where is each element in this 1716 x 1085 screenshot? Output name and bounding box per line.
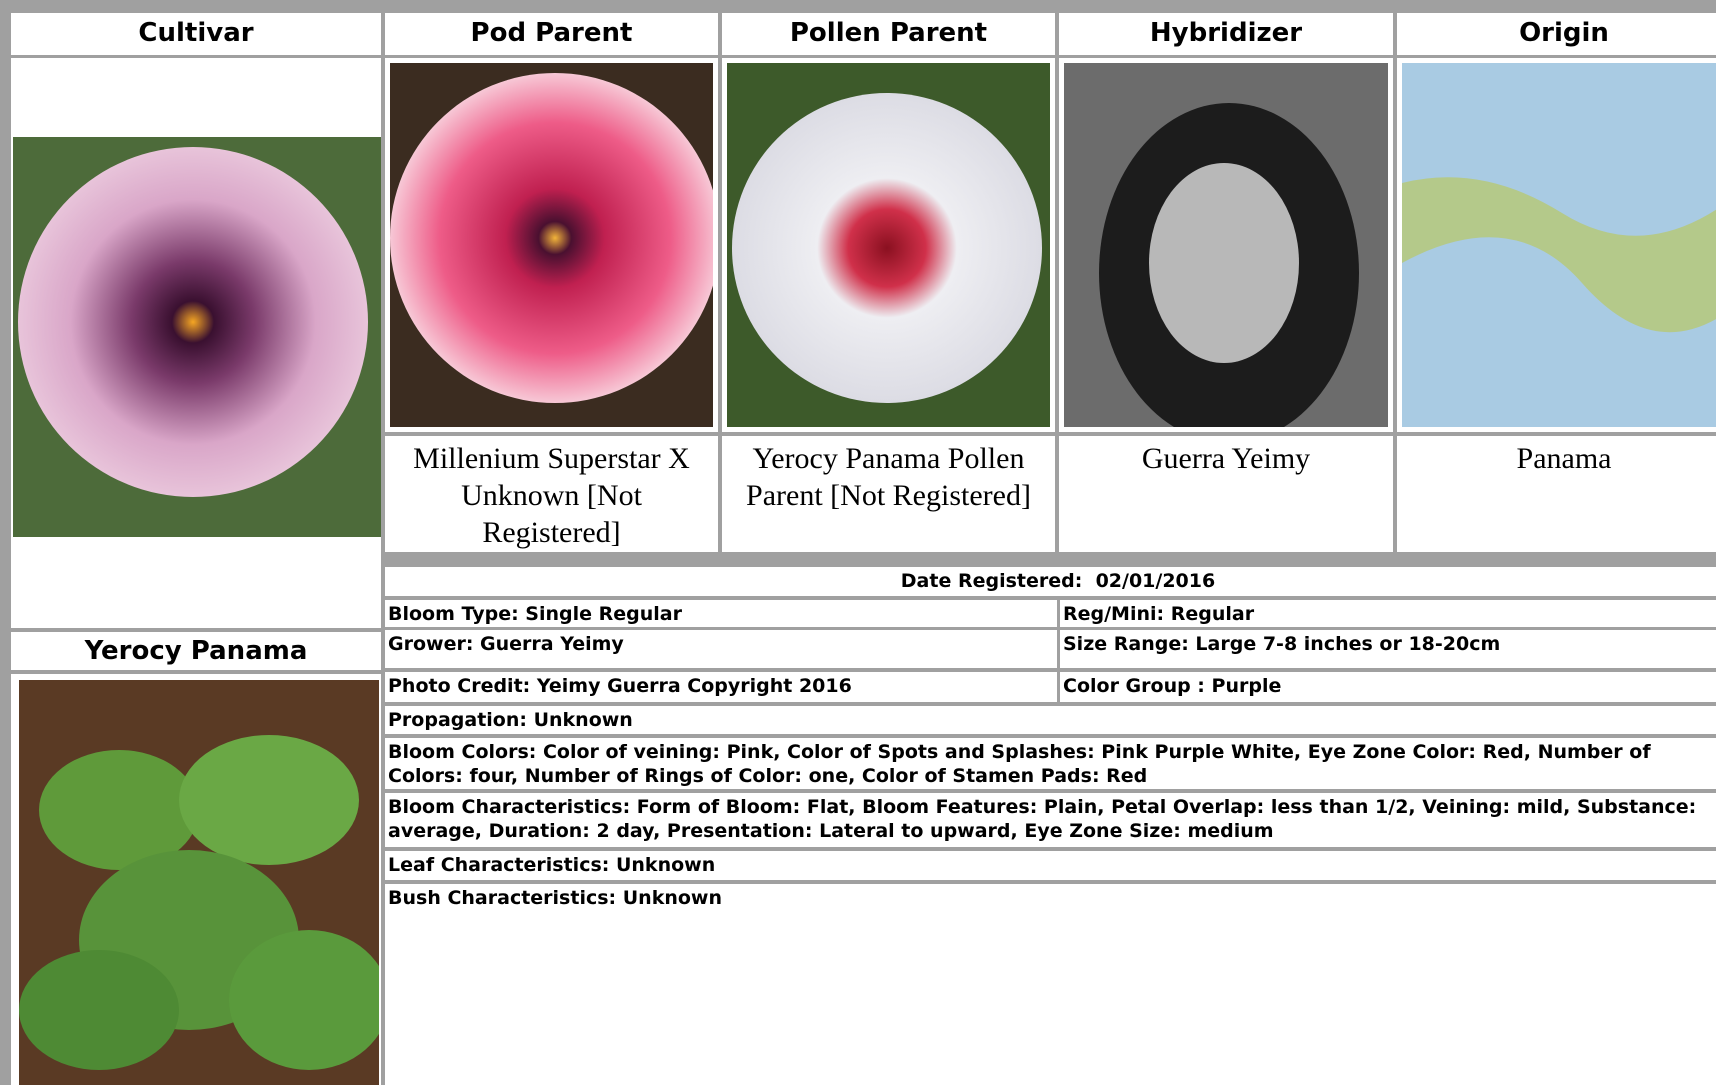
date-label: Date Registered: [900,570,1083,592]
leaf-image-cell [11,674,381,1085]
detail: Size Range: Large 7-8 inches or 18-20cm [1060,630,1716,668]
cultivar-name: Yerocy Panama [11,632,381,670]
image-cell [1397,58,1716,432]
date-value: 02/01/2016 [1095,570,1216,592]
cultivar-photo [13,137,381,537]
image-cell [1059,58,1393,432]
detail: Reg/Mini: Regular [1060,600,1716,627]
detail: Bush Characteristics: Unknown [385,884,1716,1085]
leaf-photo [19,680,379,1085]
detail: Propagation: Unknown [385,706,1716,734]
cultivar-image-cell [11,58,381,628]
origin-caption: Panama [1397,436,1716,552]
origin-map [1402,63,1716,427]
image-cell [385,58,718,432]
detail: Leaf Characteristics: Unknown [385,851,1716,880]
detail: Photo Credit: Yeimy Guerra Copyright 201… [385,672,1057,702]
detail: Color Group : Purple [1060,672,1716,702]
detail: Grower: Guerra Yeimy [385,630,1057,668]
pod-parent-photo [390,63,713,427]
pod-parent-caption: Millenium Superstar X Unknown [Not Regis… [385,436,718,552]
detail: Bloom Type: Single Regular [385,600,1057,627]
pollen-parent-caption: Yerocy Panama Pollen Parent [Not Registe… [722,436,1055,552]
hybridizer-photo [1064,63,1388,427]
detail: Bloom Colors: Color of veining: Pink, Co… [385,738,1716,789]
pollen-parent-photo [727,63,1050,427]
date-registered: Date Registered: 02/01/2016 [385,567,1716,596]
header-cell: Cultivar [11,13,381,55]
header-cell: Pod Parent [385,13,718,55]
detail: Bloom Characteristics: Form of Bloom: Fl… [385,793,1716,847]
header-cell: Origin [1397,13,1716,55]
hybridizer-caption: Guerra Yeimy [1059,436,1393,552]
image-cell [722,58,1055,432]
header-cell: Pollen Parent [722,13,1055,55]
header-cell: Hybridizer [1059,13,1393,55]
